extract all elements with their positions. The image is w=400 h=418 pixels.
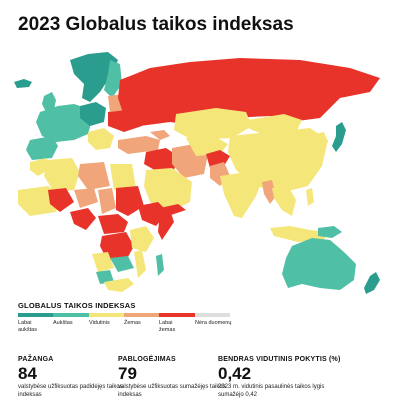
- map-region-myanmar: [262, 180, 276, 204]
- legend-swatch-no-data: [194, 313, 230, 317]
- map-region-central-africa: [98, 214, 128, 234]
- stat-progress-heading: PAŽANGA: [18, 356, 54, 363]
- map-region-libya: [78, 162, 110, 190]
- map-region-south-africa: [104, 278, 134, 292]
- map-region-caucasus: [150, 130, 170, 140]
- stat-progress-value: 84: [18, 364, 37, 383]
- map-region-nigeria: [70, 208, 96, 230]
- legend-label-low: Žemas: [124, 320, 141, 326]
- map-region-mozambique: [134, 250, 146, 278]
- stat-progress-description: valstybėse užfiksuotas padidėjęs taikos …: [18, 384, 123, 398]
- map-region-india: [220, 172, 262, 218]
- map-region-saudi-arabia: [144, 168, 192, 212]
- legend-swatch-low: [123, 313, 160, 317]
- map-region-madagascar: [156, 254, 164, 276]
- map-region-papua: [318, 226, 342, 238]
- legend-label-very-low: Labai žemas: [159, 320, 176, 333]
- stat-progress: PAŽANGA 84 valstybėse užfiksuotas padidė…: [18, 356, 128, 399]
- map-region-chad: [98, 188, 116, 214]
- map-region-central-europe: [80, 102, 106, 126]
- map-region-korea: [316, 132, 328, 148]
- legend-swatch-very-low: [159, 313, 195, 317]
- stat-average-change-heading: BENDRAS VIDUTINIS POKYTIS (%): [218, 356, 341, 363]
- map-region-japan: [332, 122, 346, 152]
- page-title: 2023 Globalus taikos indeksas: [18, 14, 294, 35]
- world-map: [0, 40, 400, 295]
- legend-color-bar: [18, 313, 230, 317]
- peace-index-map: [14, 52, 380, 294]
- map-region-southeast-asia: [272, 186, 296, 216]
- map-region-zambia: [110, 256, 134, 272]
- map-region-angola: [92, 252, 114, 272]
- map-region-turkey: [118, 136, 160, 154]
- map-region-russia: [118, 58, 380, 126]
- legend-label-high: Aukštas: [53, 320, 73, 326]
- map-region-finland: [104, 60, 122, 98]
- legend-swatch-high: [53, 313, 89, 317]
- legend-label-very-high: Labai aukštas: [18, 320, 37, 333]
- legend-labels: Labai aukštas Aukštas Vidutinis Žemas La…: [18, 320, 238, 340]
- stat-average-change-description: 2023 m. vidutinis pasaulinės taikos lygi…: [218, 384, 325, 398]
- legend-label-no-data: Nėra duomenų: [195, 320, 232, 326]
- map-region-philippines: [306, 188, 314, 206]
- map-region-mali: [48, 188, 74, 212]
- stat-deterioration-value: 79: [118, 364, 137, 383]
- map-region-new-zealand: [364, 272, 380, 294]
- map-region-egypt: [110, 164, 136, 190]
- stat-deterioration-description: valstybėse užfiksuotas sumažėjęs taikos …: [118, 384, 226, 398]
- map-region-western-europe: [36, 104, 92, 142]
- map-region-indonesia: [270, 226, 328, 242]
- map-region-niger: [74, 188, 98, 208]
- map-region-syria-iraq: [144, 148, 178, 172]
- map-region-east-africa: [130, 226, 154, 252]
- stat-average-change-value: 0,42: [218, 364, 252, 383]
- map-region-namibia: [96, 270, 114, 284]
- map-region-kazakhstan: [174, 108, 252, 140]
- map-region-australia: [282, 238, 356, 290]
- map-region-algeria: [44, 158, 80, 192]
- map-region-balkans: [88, 128, 114, 150]
- map-region-iceland: [14, 79, 32, 88]
- map-region-sudan: [116, 186, 144, 216]
- stat-deterioration-heading: PABLOGĖJIMAS: [118, 356, 176, 363]
- map-region-uk-ireland: [42, 92, 56, 112]
- legend-swatch-medium: [88, 313, 124, 317]
- legend-title: GLOBALUS TAIKOS INDEKSAS: [18, 301, 136, 310]
- map-region-morocco: [30, 158, 52, 176]
- stat-deterioration: PABLOGĖJIMAS 79 valstybėse užfiksuotas s…: [118, 356, 228, 399]
- legend-label-medium: Vidutinis: [89, 320, 110, 326]
- legend-swatch-very-high: [18, 313, 54, 317]
- map-region-nordic: [70, 52, 118, 102]
- map-region-somalia: [158, 210, 174, 240]
- stat-average-change: BENDRAS VIDUTINIS POKYTIS (%) 0,42 2023 …: [218, 356, 340, 399]
- stats-panel: PAŽANGA 84 valstybėse užfiksuotas padidė…: [18, 356, 388, 416]
- map-region-iberia: [26, 136, 58, 160]
